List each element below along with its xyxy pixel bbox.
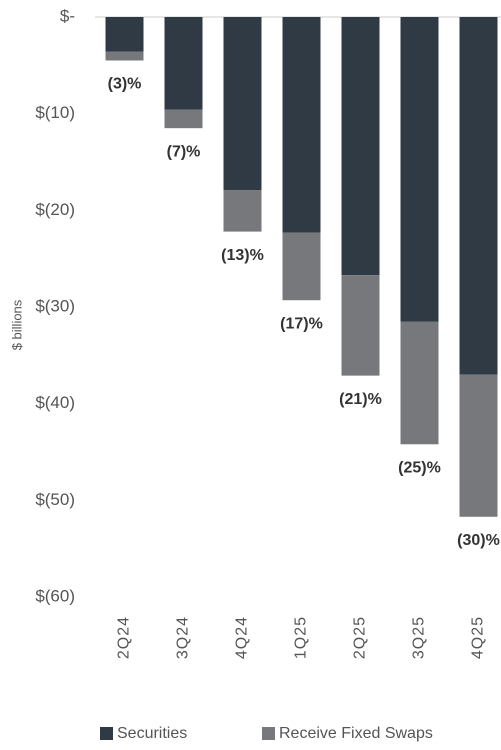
- legend-swatch: [262, 727, 275, 740]
- bar-segment: [341, 275, 380, 376]
- y-tick-label: $-: [60, 6, 75, 25]
- x-tick-label: 2Q24: [116, 616, 133, 659]
- y-tick-label: $(10): [35, 103, 75, 122]
- x-tick-label: 3Q25: [411, 616, 428, 659]
- bar-segment: [223, 17, 262, 191]
- x-tick-label: 2Q25: [352, 616, 369, 659]
- legend-label: Securities: [117, 725, 187, 742]
- bar-segment: [282, 17, 321, 233]
- bar-segment: [400, 17, 439, 322]
- y-tick-label: $(40): [35, 393, 75, 412]
- legend-swatch: [100, 727, 113, 740]
- y-tick-label: $(60): [35, 586, 75, 605]
- bar-annotation: (3)%: [108, 76, 142, 93]
- bar-segment: [400, 321, 439, 445]
- bar-segment: [341, 17, 380, 276]
- bar-segment: [459, 374, 498, 517]
- bar-annotation: (17)%: [280, 315, 323, 332]
- x-tick-label: 4Q25: [470, 616, 487, 659]
- x-tick-label: 1Q25: [293, 616, 310, 659]
- bar-segment: [105, 17, 144, 52]
- bar-segment: [164, 109, 203, 129]
- bar-annotation: (7)%: [167, 143, 201, 160]
- bar-annotation: (25)%: [398, 459, 441, 476]
- bar-annotation: (13)%: [221, 247, 264, 264]
- bar-annotation: (21)%: [339, 391, 382, 408]
- bar-segment: [282, 232, 321, 301]
- bar-segment: [223, 190, 262, 232]
- legend-label: Receive Fixed Swaps: [279, 725, 433, 742]
- y-axis-label: $ billions: [9, 299, 24, 350]
- y-tick-label: $(30): [35, 296, 75, 315]
- y-tick-label: $(50): [35, 490, 75, 509]
- bar-segment: [164, 17, 203, 110]
- bar-segment: [105, 51, 144, 61]
- bar-segment: [459, 17, 498, 375]
- y-tick-label: $(20): [35, 200, 75, 219]
- bar-annotation: (30)%: [457, 532, 500, 549]
- x-tick-label: 4Q24: [234, 616, 251, 659]
- x-tick-label: 3Q24: [175, 616, 192, 659]
